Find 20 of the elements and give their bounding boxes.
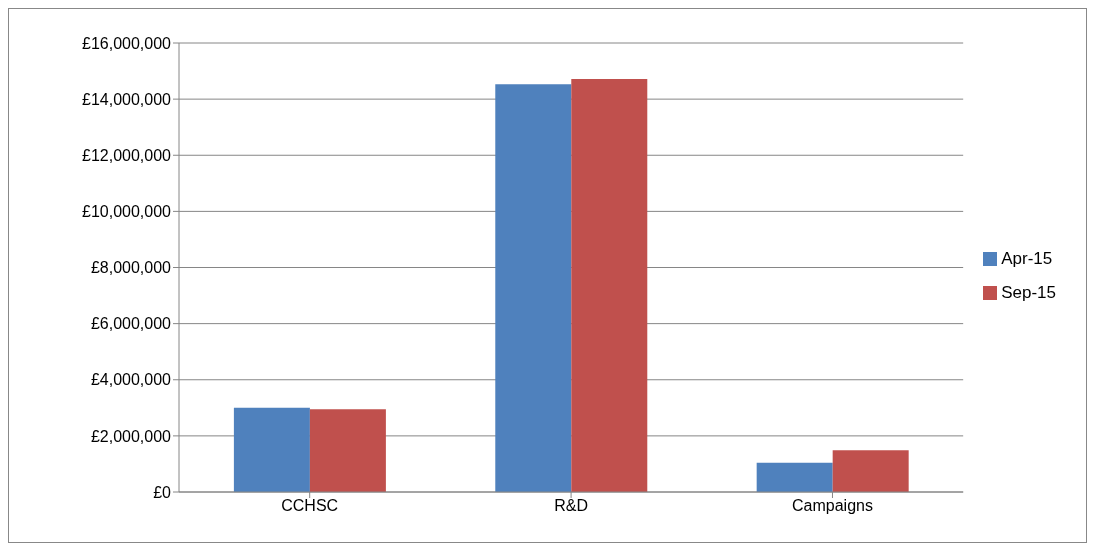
bar	[832, 450, 909, 492]
bar	[495, 84, 572, 492]
y-tick-label: £16,000,000	[82, 34, 172, 52]
y-tick-label: £2,000,000	[90, 427, 172, 445]
y-tick-label: £10,000,000	[82, 203, 172, 221]
y-tick-label: £14,000,000	[82, 90, 172, 108]
x-tick-label: Campaigns	[792, 497, 873, 515]
y-tick-label: £0	[153, 483, 172, 501]
bar	[309, 409, 386, 492]
y-tick-label: £4,000,000	[90, 371, 172, 389]
y-tick-label: £8,000,000	[90, 259, 172, 277]
y-tick-label: £12,000,000	[82, 146, 172, 164]
y-tick-label: £6,000,000	[90, 315, 172, 333]
legend-label: Sep-15	[1001, 282, 1056, 302]
x-tick-label: R&D	[554, 497, 588, 515]
bar	[233, 407, 310, 492]
bar	[571, 78, 648, 492]
bar	[756, 462, 833, 492]
legend-label: Apr-15	[1001, 248, 1053, 268]
x-tick-label: CCHSC	[281, 497, 339, 515]
